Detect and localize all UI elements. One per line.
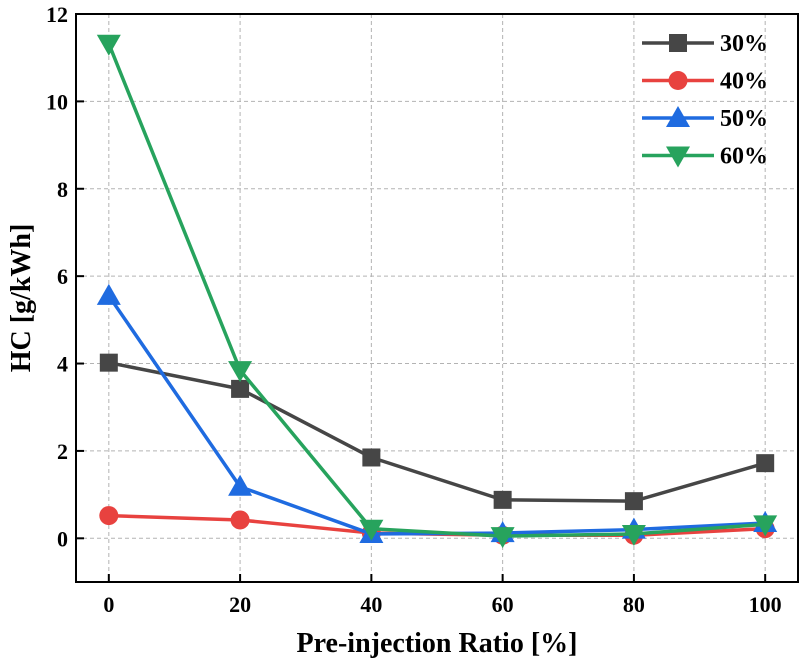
legend-label-3: 60% bbox=[720, 144, 768, 170]
series-0-point-5 bbox=[756, 454, 775, 473]
series-3-point-4 bbox=[621, 524, 646, 546]
series-2 bbox=[96, 283, 778, 543]
legend-entry-1: 40% bbox=[642, 69, 768, 95]
series-line-0 bbox=[108, 360, 766, 503]
series-2-point-1 bbox=[228, 474, 253, 496]
x-tick-label-3: 60 bbox=[492, 592, 514, 617]
plot-frame bbox=[75, 13, 799, 583]
legend-entry-0: 30% bbox=[642, 31, 768, 57]
series-3-point-3 bbox=[490, 527, 515, 549]
x-tick-label-0: 0 bbox=[103, 592, 114, 617]
legend-marker-3 bbox=[666, 146, 690, 168]
series-1-point-0 bbox=[99, 506, 119, 526]
legend-marker-2 bbox=[666, 106, 690, 127]
legend: 30% 40% 50% 60% bbox=[642, 31, 768, 170]
series-0-point-1 bbox=[231, 379, 250, 398]
y-tick-label-0: 0 bbox=[57, 526, 68, 551]
y-tick-label-6: 12 bbox=[46, 2, 68, 27]
series-0-point-2 bbox=[362, 448, 381, 467]
y-tick-label-3: 6 bbox=[57, 264, 68, 289]
series-0 bbox=[99, 353, 775, 511]
series-3-point-0 bbox=[96, 34, 121, 56]
x-tick-label-1: 20 bbox=[229, 592, 251, 617]
series-3-point-5 bbox=[753, 515, 778, 537]
series-line-3 bbox=[107, 43, 766, 538]
y-axis-title: HC [g/kWh] bbox=[6, 224, 37, 373]
x-tick-label-4: 80 bbox=[623, 592, 645, 617]
legend-label-0: 30% bbox=[720, 31, 768, 57]
series-3 bbox=[96, 34, 778, 549]
y-tick-label-1: 2 bbox=[57, 439, 68, 464]
series-2-point-0 bbox=[96, 283, 121, 305]
legend-label-2: 50% bbox=[720, 106, 768, 132]
series-0-point-4 bbox=[624, 492, 643, 511]
legend-label-1: 40% bbox=[720, 69, 768, 95]
axis-ticks: 0 20 40 60 80 100 0 2 4 6 8 10 12 bbox=[46, 2, 782, 617]
x-tick-label-2: 40 bbox=[360, 592, 382, 617]
series-layer bbox=[96, 34, 778, 549]
grid-lines bbox=[76, 13, 798, 582]
y-tick-label-4: 8 bbox=[57, 177, 68, 202]
legend-marker-0 bbox=[669, 34, 687, 52]
series-3-point-2 bbox=[359, 519, 384, 541]
series-0-point-0 bbox=[99, 353, 118, 372]
legend-entry-3: 60% bbox=[642, 144, 768, 170]
y-tick-label-2: 4 bbox=[57, 352, 68, 377]
legend-entry-2: 50% bbox=[642, 106, 768, 132]
series-1 bbox=[99, 506, 775, 545]
series-line-2 bbox=[107, 294, 766, 536]
series-3-point-1 bbox=[228, 361, 253, 383]
legend-marker-1 bbox=[668, 71, 688, 90]
x-axis-title: Pre-injection Ratio [%] bbox=[297, 628, 578, 659]
series-1-point-1 bbox=[230, 510, 250, 530]
y-tick-label-5: 10 bbox=[46, 89, 68, 114]
x-tick-label-5: 100 bbox=[749, 592, 782, 617]
series-0-point-3 bbox=[493, 490, 512, 509]
